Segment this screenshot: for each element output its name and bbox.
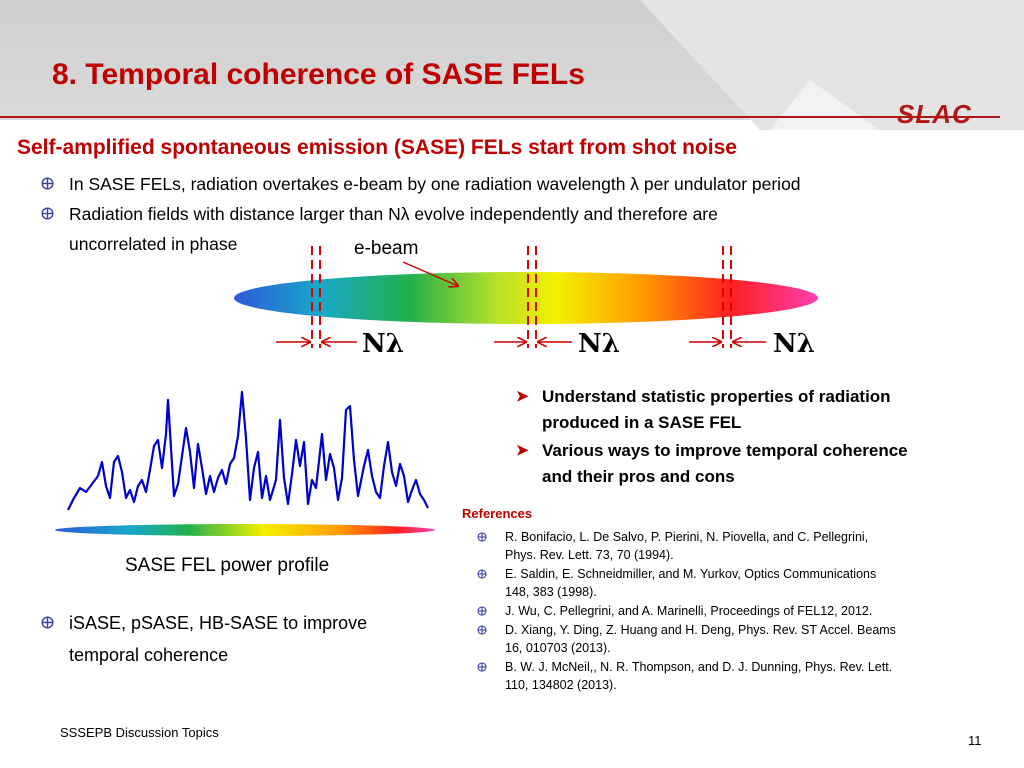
goal-item: ➤ Various ways to improve temporal coher… bbox=[514, 438, 994, 490]
bullet-improvements-line-2: temporal coherence bbox=[69, 645, 229, 665]
bullet-2-text: Radiation fields with distance larger th… bbox=[69, 204, 718, 224]
bullet-2-text-continuation: uncorrelated in phase bbox=[69, 234, 238, 254]
slippage-markers bbox=[311, 246, 732, 348]
footer-text: SSSEPB Discussion Topics bbox=[60, 725, 219, 740]
bullet-1: In SASE FELs, radiation overtakes e-beam… bbox=[41, 169, 801, 199]
reference-item: D. Xiang, Y. Ding, Z. Huang and H. Deng,… bbox=[477, 621, 995, 657]
reference-item: E. Saldin, E. Schneidmiller, and M. Yurk… bbox=[477, 565, 995, 601]
slac-logo: SLAC bbox=[897, 99, 972, 129]
ebeam-label: e-beam bbox=[354, 238, 419, 259]
bullet-icon bbox=[477, 569, 487, 579]
bullet-icon bbox=[477, 606, 487, 616]
reference-item: J. Wu, C. Pellegrini, and A. Marinelli, … bbox=[477, 602, 995, 620]
references-list: R. Bonifacio, L. De Salvo, P. Pierini, N… bbox=[477, 528, 995, 695]
reference-item: B. W. J. McNeil,, N. R. Thompson, and D.… bbox=[477, 658, 995, 694]
goal-item: ➤ Understand statistic properties of rad… bbox=[514, 384, 994, 436]
slide-title: 8. Temporal coherence of SASE FELs bbox=[52, 58, 585, 91]
title-rule bbox=[0, 116, 1000, 118]
bullet-improvements-line-1: iSASE, pSASE, HB-SASE to improve bbox=[69, 613, 368, 633]
goal-2-line-1: Various ways to improve temporal coheren… bbox=[542, 441, 908, 460]
ebeam-pointer-arrow bbox=[402, 261, 458, 286]
power-profile-chart bbox=[55, 390, 435, 536]
goal-1-line-2: produced in a SASE FEL bbox=[542, 413, 742, 432]
slippage-label-2: Nλ bbox=[578, 329, 620, 359]
slippage-label-3: Nλ bbox=[773, 329, 815, 359]
bullet-2: Radiation fields with distance larger th… bbox=[41, 199, 718, 229]
ebeam-diagram bbox=[234, 246, 818, 348]
bullet-2-continuation: uncorrelated in phase bbox=[69, 229, 237, 259]
bullet-icon bbox=[41, 177, 54, 190]
reference-4-line-2: 16, 010703 (2013). bbox=[505, 641, 611, 655]
subtitle: Self-amplified spontaneous emission (SAS… bbox=[17, 136, 737, 159]
goal-1-line-1: Understand statistic properties of radia… bbox=[542, 387, 891, 406]
power-profile-beam bbox=[55, 524, 435, 536]
reference-1-line-1: R. Bonifacio, L. De Salvo, P. Pierini, N… bbox=[505, 530, 869, 544]
reference-4-line-1: D. Xiang, Y. Ding, Z. Huang and H. Deng,… bbox=[505, 623, 896, 637]
power-profile-caption: SASE FEL power profile bbox=[125, 555, 330, 576]
reference-5-line-1: B. W. J. McNeil,, N. R. Thompson, and D.… bbox=[505, 660, 893, 674]
reference-2-line-2: 148, 383 (1998). bbox=[505, 585, 597, 599]
bullet-icon bbox=[477, 532, 487, 542]
bullet-icon bbox=[41, 207, 54, 220]
power-profile-line bbox=[67, 390, 429, 511]
references-title: References bbox=[462, 506, 533, 521]
goal-2-line-2: and their pros and cons bbox=[542, 467, 735, 486]
reference-item: R. Bonifacio, L. De Salvo, P. Pierini, N… bbox=[477, 528, 995, 564]
reference-2-line-1: E. Saldin, E. Schneidmiller, and M. Yurk… bbox=[505, 567, 877, 581]
bullet-icon bbox=[477, 662, 487, 672]
bullet-icon bbox=[477, 625, 487, 635]
bullet-1-text: In SASE FELs, radiation overtakes e-beam… bbox=[69, 174, 801, 194]
arrow-bullet-icon: ➤ bbox=[516, 388, 529, 405]
arrow-bullet-icon: ➤ bbox=[516, 442, 529, 459]
ebeam-shape bbox=[234, 272, 818, 324]
reference-3-line-1: J. Wu, C. Pellegrini, and A. Marinelli, … bbox=[505, 604, 873, 618]
page-number: 11 bbox=[968, 733, 982, 748]
bullet-improvements: iSASE, pSASE, HB-SASE to improve tempora… bbox=[41, 607, 368, 671]
reference-5-line-2: 110, 134802 (2013). bbox=[505, 678, 617, 692]
bullet-icon bbox=[41, 616, 54, 629]
slippage-label-1: Nλ bbox=[362, 329, 404, 359]
reference-1-line-2: Phys. Rev. Lett. 73, 70 (1994). bbox=[505, 548, 674, 562]
goals-list: ➤ Understand statistic properties of rad… bbox=[514, 384, 994, 492]
